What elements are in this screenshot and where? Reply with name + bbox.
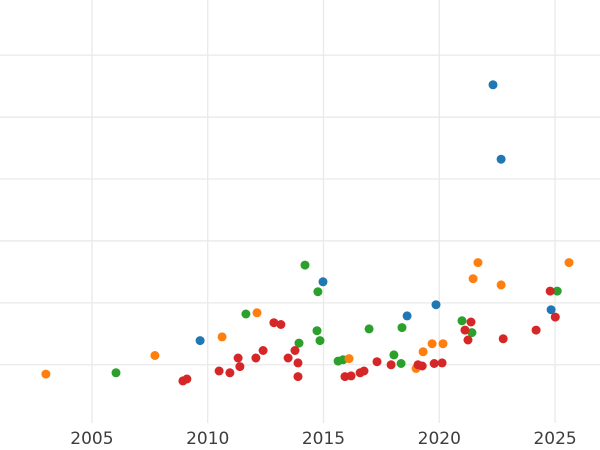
data-point-red (466, 317, 476, 327)
data-point-green (389, 350, 399, 360)
x-tick-label: 2025 (533, 429, 576, 449)
data-point-green (111, 368, 121, 378)
data-point-orange (427, 339, 437, 349)
series-blue (195, 80, 556, 346)
data-point-red (276, 320, 286, 329)
data-point-orange (473, 258, 483, 268)
series-red (178, 286, 560, 386)
data-point-green (457, 316, 467, 326)
data-point-red (258, 346, 268, 355)
data-point-orange (496, 280, 506, 290)
series-orange (41, 258, 574, 379)
data-point-red (545, 286, 555, 296)
series-green (111, 260, 562, 378)
data-point-red (235, 362, 245, 372)
data-point-orange (344, 354, 354, 364)
data-point-red (225, 368, 235, 378)
data-point-red (460, 325, 470, 335)
data-point-red (429, 359, 439, 368)
data-point-red (463, 335, 473, 345)
data-point-green (315, 336, 325, 346)
data-point-blue (402, 311, 412, 321)
data-point-blue (496, 154, 506, 164)
data-point-orange (217, 332, 227, 342)
data-point-orange (252, 308, 262, 318)
data-point-green (467, 328, 477, 338)
data-point-orange (41, 369, 51, 379)
x-gridlines (91, 0, 556, 423)
data-point-green (364, 324, 374, 334)
data-point-red (251, 353, 261, 363)
data-point-green (294, 338, 304, 348)
data-point-red (531, 325, 541, 335)
data-point-green (241, 309, 251, 319)
data-point-red (437, 358, 447, 368)
data-point-orange (468, 274, 478, 284)
x-tick-labels: 2005 2010 2015 2020 2025 (70, 429, 576, 449)
data-point-red (293, 358, 303, 368)
data-point-red (290, 346, 300, 355)
data-point-green (552, 286, 562, 296)
data-point-orange (438, 339, 448, 349)
x-tick-label: 2015 (302, 429, 345, 449)
data-point-red (346, 371, 356, 381)
x-tick-label: 2020 (418, 429, 461, 449)
data-point-red (233, 353, 243, 363)
data-point-red (214, 366, 224, 376)
data-point-blue (318, 277, 328, 287)
data-point-red (293, 372, 303, 382)
data-point-blue (431, 300, 441, 310)
data-point-green (313, 287, 323, 297)
data-point-orange (150, 351, 160, 360)
data-point-orange (564, 258, 574, 268)
data-point-blue (195, 336, 205, 346)
data-point-red (386, 360, 396, 370)
data-point-blue (546, 305, 556, 315)
x-tick-label: 2010 (186, 429, 229, 449)
data-point-red (498, 334, 508, 344)
data-point-red (417, 361, 427, 371)
data-point-blue (488, 80, 498, 90)
data-point-red (283, 353, 293, 363)
data-point-red (359, 366, 369, 376)
data-point-red (269, 318, 279, 328)
data-point-orange (418, 347, 428, 357)
x-tick-label: 2005 (70, 429, 113, 449)
data-point-green (312, 326, 322, 336)
data-point-green (396, 359, 406, 368)
y-gridlines (0, 54, 600, 366)
data-point-red (372, 357, 382, 367)
data-point-green (397, 323, 407, 333)
data-point-red (182, 374, 192, 384)
data-point-green (300, 260, 310, 270)
data-point-red (550, 312, 560, 322)
